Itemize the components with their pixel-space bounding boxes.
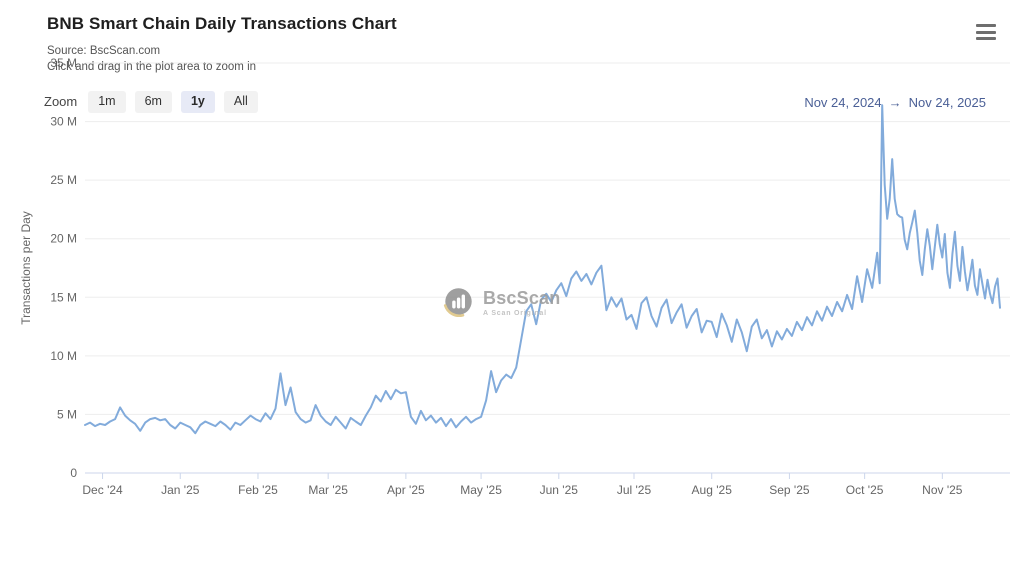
page-title: BNB Smart Chain Daily Transactions Chart (47, 14, 397, 33)
x-axis-tick-label: Aug '25 (692, 483, 733, 497)
date-range: Nov 24, 2024 → Nov 24, 2025 (804, 95, 986, 110)
date-range-end[interactable]: Nov 24, 2025 (908, 95, 986, 110)
x-axis-tick-label: Mar '25 (308, 483, 348, 497)
chart-zoom-hint: Click and drag in the plot area to zoom … (47, 61, 257, 73)
x-axis-tick-label: Sep '25 (769, 483, 810, 497)
y-axis-tick-label: 35 M (50, 56, 77, 70)
y-axis-tick-label: 0 (70, 466, 77, 480)
x-axis-tick-label: May '25 (460, 483, 502, 497)
x-axis-tick-label: Jul '25 (617, 483, 652, 497)
x-axis-tick-label: Feb '25 (238, 483, 278, 497)
date-range-arrow-icon: → (888, 95, 902, 110)
x-axis-tick-label: Nov '25 (922, 483, 963, 497)
chart-source-subtitle: Source: BscScan.com (47, 45, 161, 57)
zoom-range-button-all[interactable]: All (223, 91, 258, 113)
y-axis-tick-label: 30 M (50, 115, 77, 129)
zoom-toolbar: Zoom 1m 6m 1y All (44, 91, 258, 113)
date-range-start[interactable]: Nov 24, 2024 (804, 95, 882, 110)
x-axis-tick-label: Apr '25 (387, 483, 425, 497)
zoom-range-button-1m[interactable]: 1m (88, 91, 126, 113)
y-axis-tick-label: 15 M (50, 290, 77, 304)
x-axis-tick-label: Jun '25 (540, 483, 579, 497)
zoom-range-button-1y[interactable]: 1y (180, 91, 215, 113)
transactions-line-chart[interactable]: 0 5 M 10 M 15 M 20 M 25 M 30 M 35 M Dec '24 Jan '… (0, 0, 1024, 520)
y-axis-title: Transactions per Day (19, 211, 33, 325)
hamburger-menu-icon[interactable] (976, 24, 996, 40)
x-axis-tick-label: Jan '25 (161, 483, 200, 497)
zoom-label: Zoom (44, 94, 78, 110)
daily-transactions-series-line (84, 104, 1001, 435)
zoom-range-button-6m[interactable]: 6m (134, 91, 172, 113)
x-axis-tick-label: Dec '24 (82, 483, 123, 497)
y-axis-tick-label: 10 M (50, 349, 77, 363)
y-axis-tick-label: 25 M (50, 173, 77, 187)
x-axis-tick-label: Oct '25 (846, 483, 884, 497)
y-axis-tick-label: 5 M (57, 407, 77, 421)
y-axis-tick-label: 20 M (50, 232, 77, 246)
zoom-range-buttons: 1m 6m 1y All (88, 91, 258, 113)
